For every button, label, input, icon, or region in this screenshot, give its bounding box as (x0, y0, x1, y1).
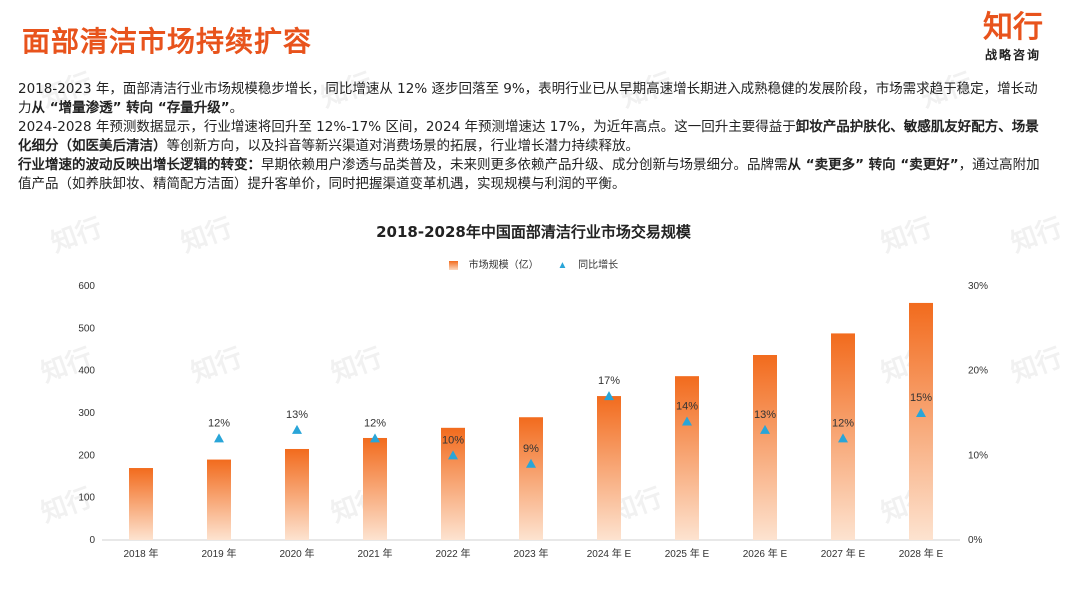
bar-market-size (675, 376, 699, 540)
growth-data-label: 9% (523, 443, 539, 455)
bar-market-size (441, 427, 465, 540)
legend-triangle-icon: ▲ (557, 260, 568, 271)
emphasis-text: 从 “增量渗透” 转向 “存量升级” (31, 100, 230, 116)
x-tick-label: 2018 年 (123, 547, 158, 560)
y-left-tick-label: 0 (89, 535, 95, 546)
growth-marker (214, 433, 224, 443)
legend-item-market-size: 市场规模（亿） (445, 260, 546, 271)
y-right-tick-label: 0% (968, 535, 983, 546)
growth-data-label: 15% (910, 392, 932, 404)
x-tick-label: 2025 年 E (665, 547, 710, 560)
bar-market-size (909, 302, 933, 540)
x-tick-label: 2028 年 E (899, 547, 944, 560)
logo-sub-text: 战略咨询 (984, 48, 1041, 62)
bar-market-size (753, 355, 777, 540)
market-size-chart: 0 100 200 300 400 500 600 0% 10% 20% 30% 2018 年 2019… (78, 281, 988, 560)
y-right-tick-label: 10% (968, 450, 988, 461)
x-tick-label: 2027 年 E (821, 547, 866, 560)
paragraph-text: 2018-2023 年，面部清洁行业市场规模稳步增长，同比增速从 12% 逐步回… (18, 81, 1038, 116)
logo-main-text: 知行 (983, 10, 1043, 45)
y-left-tick-label: 600 (78, 281, 95, 292)
y-right-tick-label: 30% (968, 281, 988, 292)
bar-market-size (519, 417, 543, 540)
chart-legend: 市场规模（亿） ▲ 同比增长 (0, 256, 1067, 271)
x-tick-label: 2024 年 E (587, 547, 632, 560)
paragraph-text: 。 (229, 100, 244, 116)
growth-marker (682, 416, 692, 426)
y-left-tick-label: 100 (78, 493, 95, 504)
growth-data-label: 13% (286, 409, 308, 421)
growth-data-label: 12% (208, 417, 230, 429)
growth-marker (526, 458, 536, 468)
growth-marker (448, 450, 458, 460)
growth-marker (292, 424, 302, 434)
x-tick-label: 2022 年 (435, 547, 470, 560)
y-left-tick-label: 400 (78, 366, 95, 377)
growth-data-label: 10% (442, 434, 464, 446)
growth-data-label: 17% (598, 375, 620, 387)
brand-logo: 知行 战略咨询 (983, 12, 1043, 63)
legend-label-market-size: 市场规模（亿） (468, 260, 539, 271)
paragraph-text: 早期依赖用户渗透与品类普及，未来则更多依赖产品升级、成分创新与场景细分。品牌需 (261, 157, 788, 173)
legend-label-growth: 同比增长 (578, 260, 619, 271)
y-right-tick-label: 20% (968, 366, 988, 377)
summary-paragraph: 行业增速的波动反映出增长逻辑的转变：早期依赖用户渗透与品类普及，未来则更多依赖产… (18, 156, 1048, 194)
bar-market-size (285, 448, 309, 540)
growth-data-label: 13% (754, 409, 776, 421)
summary-paragraph: 2024-2028 年预测数据显示，行业增速将回升至 12%-17% 区间，20… (18, 118, 1048, 156)
emphasis-text: 从 “卖更多” 转向 “卖更好” (787, 157, 959, 173)
emphasis-text: 卸妆产品护肤化、敏感肌友好配方、场景化细分（如医美后清洁） (18, 119, 1039, 154)
legend-bar-swatch (448, 260, 458, 270)
x-tick-label: 2019 年 (201, 547, 236, 560)
bar-market-size (363, 437, 387, 540)
growth-marker (604, 391, 614, 401)
summary-text: 2018-2023 年，面部清洁行业市场规模稳步增长，同比增速从 12% 逐步回… (18, 80, 1048, 194)
legend-item-growth: ▲ 同比增长 (553, 260, 622, 271)
x-tick-label: 2021 年 (357, 547, 392, 560)
growth-marker (760, 424, 770, 434)
y-left-tick-label: 200 (78, 450, 95, 461)
summary-paragraph: 2018-2023 年，面部清洁行业市场规模稳步增长，同比增速从 12% 逐步回… (18, 80, 1048, 118)
paragraph-text: 等创新方向，以及抖音等新兴渠道对消费场景的拓展，行业增长潜力持续释放。 (166, 138, 640, 154)
growth-marker (370, 433, 380, 443)
x-tick-label: 2026 年 E (743, 547, 788, 560)
emphasis-text: 行业增速的波动反映出增长逻辑的转变： (18, 157, 261, 173)
paragraph-text: 2024-2028 年预测数据显示，行业增速将回升至 12%-17% 区间，20… (18, 119, 796, 135)
y-left-tick-label: 500 (78, 323, 95, 334)
growth-marker (838, 433, 848, 443)
chart-title: 2018-2028年中国面部清洁行业市场交易规模 (376, 223, 691, 241)
bar-market-size (207, 459, 231, 540)
growth-marker (916, 408, 926, 417)
growth-data-label: 14% (676, 400, 698, 412)
x-tick-label: 2020 年 (279, 547, 314, 560)
paragraph-text: ，通过高附加值产品（如养肤卸妆、精简配方洁面）提升客单价，同时把握渠道变革机遇，… (18, 157, 1040, 192)
bar-market-size (597, 396, 621, 540)
bar-market-size (129, 468, 153, 540)
growth-data-label: 12% (832, 417, 854, 429)
growth-data-label: 12% (364, 417, 386, 429)
x-tick-label: 2023 年 (513, 547, 548, 560)
y-left-tick-label: 300 (78, 408, 95, 419)
page-title: 面部清洁市场持续扩容 (22, 25, 313, 58)
